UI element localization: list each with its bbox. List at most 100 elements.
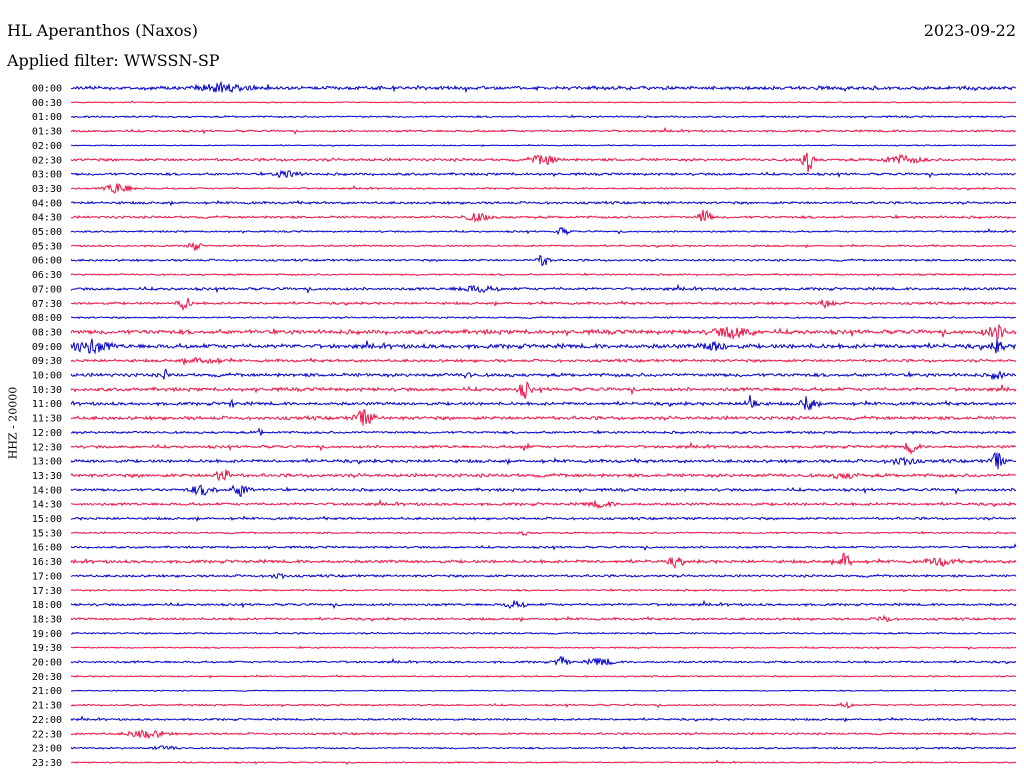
trace-row-1130 xyxy=(70,408,1017,426)
trace-row-1600 xyxy=(70,543,1017,551)
time-tick-label: 09:00 xyxy=(32,342,62,353)
time-tick-label: 00:30 xyxy=(32,98,62,109)
trace-row-0400 xyxy=(70,199,1017,207)
time-tick-label: 23:30 xyxy=(32,758,62,769)
trace-row-0100 xyxy=(70,114,1017,119)
trace-row-0730 xyxy=(70,297,1017,312)
time-tick-label: 10:00 xyxy=(32,371,62,382)
time-tick-label: 18:30 xyxy=(32,614,62,625)
trace-row-1000 xyxy=(70,368,1017,381)
time-tick-label: 16:00 xyxy=(32,543,62,554)
trace-row-1300 xyxy=(70,451,1017,470)
trace-row-1230 xyxy=(70,441,1017,456)
time-tick-label: 08:00 xyxy=(32,313,62,324)
trace-row-1100 xyxy=(70,395,1017,412)
trace-row-2030 xyxy=(70,674,1017,679)
time-tick-label: 20:00 xyxy=(32,658,62,669)
trace-row-1400 xyxy=(70,484,1017,497)
trace-row-0330 xyxy=(71,183,1017,194)
trace-row-0000 xyxy=(70,80,1017,94)
time-tick-label: 12:00 xyxy=(32,428,62,439)
time-tick-label: 16:30 xyxy=(32,557,62,568)
time-tick-label: 11:30 xyxy=(32,414,62,425)
time-tick-label: 13:30 xyxy=(32,471,62,482)
time-tick-label: 21:30 xyxy=(32,701,62,712)
trace-row-2300 xyxy=(70,745,1017,751)
trace-row-1730 xyxy=(70,588,1017,593)
trace-row-2230 xyxy=(70,728,1017,740)
trace-row-1530 xyxy=(70,530,1017,537)
time-tick-label: 15:30 xyxy=(32,528,62,539)
trace-row-1430 xyxy=(70,498,1017,510)
time-tick-label: 10:30 xyxy=(32,385,62,396)
time-tick-label: 14:30 xyxy=(32,500,62,511)
trace-row-1330 xyxy=(70,469,1017,482)
time-tick-label: 14:00 xyxy=(32,485,62,496)
time-tick-label: 04:00 xyxy=(32,198,62,209)
time-tick-label: 23:00 xyxy=(32,744,62,755)
time-tick-label: 02:00 xyxy=(32,141,62,152)
trace-row-0530 xyxy=(70,241,1017,251)
time-tick-label: 03:00 xyxy=(32,170,62,181)
trace-row-0900 xyxy=(70,338,1017,355)
time-tick-label: 01:00 xyxy=(32,112,62,123)
trace-row-0230 xyxy=(70,152,1017,173)
trace-row-1830 xyxy=(70,614,1017,623)
time-tick-label: 21:00 xyxy=(32,686,62,697)
trace-row-0830 xyxy=(70,324,1017,341)
time-tick-label: 22:00 xyxy=(32,715,62,726)
trace-row-0300 xyxy=(70,169,1017,179)
time-tick-label: 06:00 xyxy=(32,256,62,267)
trace-row-2100 xyxy=(70,689,1017,692)
trace-row-1800 xyxy=(70,599,1017,610)
seismic-traces xyxy=(70,80,1017,765)
station-title: HL Aperanthos (Naxos) xyxy=(7,21,198,40)
trace-row-1700 xyxy=(70,572,1017,580)
time-tick-label: 17:30 xyxy=(32,586,62,597)
time-tick-label: 22:30 xyxy=(32,729,62,740)
trace-row-0500 xyxy=(70,226,1017,236)
time-tick-label: 02:30 xyxy=(32,155,62,166)
time-tick-labels: 00:00 00:30 01:00 01:30 02:00 02:30 03:00 03:30… xyxy=(32,84,62,769)
time-tick-label: 20:30 xyxy=(32,672,62,683)
time-tick-label: 18:00 xyxy=(32,600,62,611)
trace-row-1930 xyxy=(70,645,1017,651)
time-tick-label: 11:00 xyxy=(32,399,62,410)
time-tick-label: 08:30 xyxy=(32,327,62,338)
time-tick-label: 03:30 xyxy=(32,184,62,195)
time-tick-label: 05:30 xyxy=(32,241,62,252)
trace-row-0800 xyxy=(70,315,1017,320)
filter-label: Applied filter: WWSSN-SP xyxy=(7,51,220,70)
time-tick-label: 12:30 xyxy=(32,442,62,453)
trace-row-1900 xyxy=(70,631,1017,636)
trace-row-1630 xyxy=(70,552,1017,569)
time-tick-label: 05:00 xyxy=(32,227,62,238)
time-tick-label: 15:00 xyxy=(32,514,62,525)
trace-row-1030 xyxy=(70,381,1017,399)
trace-row-2330 xyxy=(70,759,1017,765)
date-label: 2023-09-22 xyxy=(923,21,1016,40)
trace-row-2000 xyxy=(70,655,1017,667)
trace-row-2200 xyxy=(70,715,1017,723)
time-tick-label: 19:00 xyxy=(32,629,62,640)
time-tick-label: 09:30 xyxy=(32,356,62,367)
time-tick-label: 19:30 xyxy=(32,643,62,654)
time-tick-label: 07:00 xyxy=(32,284,62,295)
trace-row-0930 xyxy=(70,357,1017,366)
trace-row-0700 xyxy=(70,283,1017,294)
time-tick-label: 06:30 xyxy=(32,270,62,281)
trace-row-0600 xyxy=(70,254,1017,267)
time-tick-label: 04:30 xyxy=(32,213,62,224)
trace-row-0630 xyxy=(70,272,1017,277)
time-tick-label: 07:30 xyxy=(32,299,62,310)
trace-row-2130 xyxy=(70,701,1017,710)
trace-row-1500 xyxy=(70,515,1017,523)
time-tick-label: 00:00 xyxy=(32,84,62,95)
time-tick-label: 13:00 xyxy=(32,457,62,468)
trace-row-1200 xyxy=(70,427,1017,436)
trace-row-0030 xyxy=(70,100,1017,104)
trace-row-0200 xyxy=(70,143,1017,148)
trace-row-0130 xyxy=(70,126,1017,135)
trace-row-0430 xyxy=(70,209,1017,223)
